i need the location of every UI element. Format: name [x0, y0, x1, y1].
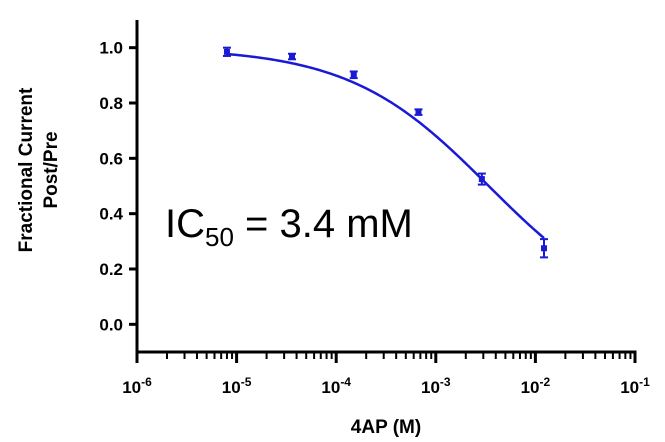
- x-tick-label: 10-2: [521, 375, 551, 397]
- x-axis-title: 4AP (M): [351, 417, 421, 438]
- fit-curve: [226, 52, 545, 240]
- data-point: [541, 245, 548, 252]
- x-tick-label-exponent: -6: [141, 375, 152, 389]
- x-tick-label: 10-4: [321, 375, 351, 397]
- y-tick-label: 1.0: [99, 39, 123, 58]
- x-tick-label-exponent: -4: [340, 375, 351, 389]
- y-tick-label: 0.6: [99, 149, 123, 168]
- y-tick-label: 0.0: [99, 315, 123, 334]
- y-tick-label: 0.8: [99, 94, 123, 113]
- x-tick-label-exponent: -5: [241, 375, 252, 389]
- ic50-annotation-subscript: 50: [205, 222, 234, 252]
- axes: 0.00.20.40.60.81.010-6 10-5 10-4 10-3 10-2 10…: [99, 20, 650, 397]
- x-tick-label-exponent: -1: [639, 375, 650, 389]
- x-tick-label-base: 10: [321, 378, 340, 397]
- x-tick-label: 10-1: [620, 375, 650, 397]
- x-tick-label-base: 10: [222, 378, 241, 397]
- x-tick-label-exponent: -2: [540, 375, 551, 389]
- y-axis-title: Fractional Current Post/Pre: [16, 87, 62, 252]
- x-tick-label-base: 10: [620, 378, 639, 397]
- data-point: [478, 176, 485, 183]
- y-axis-title-line-2: Post/Pre: [41, 131, 62, 208]
- x-tick-label: 10-3: [421, 375, 451, 397]
- y-axis-title-line-1: Fractional Current: [16, 87, 37, 252]
- y-tick-label: 0.2: [99, 260, 123, 279]
- ic50-annotation-suffix: = 3.4 mM: [234, 202, 413, 246]
- ic50-annotation-prefix: IC: [165, 202, 205, 246]
- ic50-annotation: IC50 = 3.4 mM: [165, 202, 413, 252]
- data-point: [223, 48, 230, 55]
- data-point: [415, 109, 422, 116]
- x-tick-label-base: 10: [421, 378, 440, 397]
- x-tick-label: 10-6: [122, 375, 152, 397]
- x-tick-label-base: 10: [521, 378, 540, 397]
- data-point: [350, 71, 357, 78]
- data-marks: [222, 46, 549, 259]
- x-tick-label-base: 10: [122, 378, 141, 397]
- x-tick-label: 10-5: [222, 375, 252, 397]
- x-tick-label-exponent: -3: [440, 375, 451, 389]
- y-tick-label: 0.4: [99, 205, 123, 224]
- data-point: [289, 53, 296, 60]
